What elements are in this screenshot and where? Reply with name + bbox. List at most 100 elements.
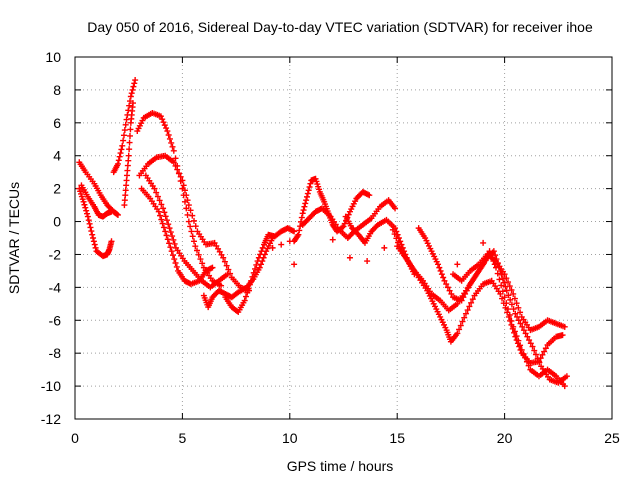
data-point	[225, 266, 232, 273]
data-point	[468, 299, 475, 306]
data-point	[505, 292, 512, 299]
data-point	[438, 271, 445, 278]
data-point	[492, 252, 499, 259]
data-point	[462, 290, 469, 297]
data-point	[129, 86, 136, 93]
data-point	[118, 146, 125, 153]
data-point	[507, 296, 514, 303]
data-point	[295, 231, 302, 238]
data-point	[158, 216, 165, 223]
data-point	[116, 153, 123, 160]
data-point	[302, 200, 309, 207]
data-point	[519, 323, 526, 330]
data-point	[291, 261, 298, 268]
data-point	[122, 121, 129, 128]
y-tick-label: -4	[49, 279, 62, 295]
data-point	[184, 197, 191, 204]
data-point	[160, 224, 167, 231]
data-point	[188, 228, 195, 235]
data-point	[162, 213, 169, 220]
data-point	[126, 98, 133, 105]
data-point	[153, 189, 160, 196]
data-point	[189, 233, 196, 240]
data-point	[510, 290, 517, 297]
data-point	[299, 210, 306, 217]
y-tick-label: -12	[41, 411, 61, 427]
data-point	[220, 254, 227, 261]
data-point	[192, 243, 199, 250]
data-point	[505, 279, 512, 286]
data-point	[306, 183, 313, 190]
data-point	[156, 197, 163, 204]
data-point	[163, 125, 170, 132]
data-point	[183, 205, 190, 212]
data-point	[114, 211, 121, 218]
data-point	[561, 323, 568, 330]
data-point	[119, 142, 126, 149]
data-point	[395, 239, 402, 246]
x-tick-label: 10	[282, 430, 298, 446]
data-point	[125, 152, 132, 159]
data-point	[456, 326, 463, 333]
data-point	[84, 210, 91, 217]
y-tick-label: 0	[53, 214, 61, 230]
data-point	[164, 128, 171, 135]
data-point	[190, 238, 197, 245]
data-point	[443, 281, 450, 288]
data-point	[466, 303, 473, 310]
data-point	[159, 116, 166, 123]
data-point	[167, 229, 174, 236]
data-point	[513, 300, 520, 307]
data-point	[130, 83, 137, 90]
data-point	[253, 261, 260, 268]
data-point	[517, 320, 524, 327]
data-point	[490, 248, 497, 255]
data-point	[526, 337, 533, 344]
data-point	[87, 224, 94, 231]
data-point	[115, 157, 122, 164]
data-point	[83, 207, 90, 214]
data-point	[114, 160, 121, 167]
data-point	[561, 383, 568, 390]
data-point	[346, 254, 353, 261]
data-point	[126, 102, 133, 109]
data-point	[170, 236, 177, 243]
data-point	[340, 223, 347, 230]
data-point	[197, 256, 204, 263]
data-point	[524, 333, 531, 340]
data-point	[503, 275, 510, 282]
y-tick-labels: 10 8 6 4 2 0 -2 -4 -6 -8 -10 -12	[41, 49, 61, 427]
data-point	[454, 330, 461, 337]
data-point	[254, 258, 261, 265]
data-point	[89, 231, 96, 238]
data-point	[539, 351, 546, 358]
data-point	[345, 211, 352, 218]
data-point	[286, 238, 293, 245]
data-point	[199, 260, 206, 267]
data-point	[329, 236, 336, 243]
data-point	[252, 265, 259, 272]
data-point	[389, 226, 396, 233]
data-point	[180, 182, 187, 189]
y-tick-label: 10	[45, 49, 61, 65]
data-point	[221, 258, 228, 265]
data-point	[108, 208, 115, 215]
data-point	[542, 345, 549, 352]
data-point	[296, 227, 303, 234]
data-point	[381, 244, 388, 251]
x-tick-label: 5	[179, 430, 187, 446]
data-point	[536, 359, 543, 366]
data-point	[541, 348, 548, 355]
x-tick-label: 20	[497, 430, 513, 446]
data-point	[218, 282, 225, 289]
data-point	[503, 300, 510, 307]
data-point	[522, 330, 529, 337]
y-tick-label: -6	[49, 312, 62, 328]
data-point	[458, 297, 465, 304]
data-point	[165, 221, 172, 228]
data-point	[157, 212, 164, 219]
data-point	[305, 187, 312, 194]
data-point	[172, 162, 179, 169]
data-point	[498, 282, 505, 289]
